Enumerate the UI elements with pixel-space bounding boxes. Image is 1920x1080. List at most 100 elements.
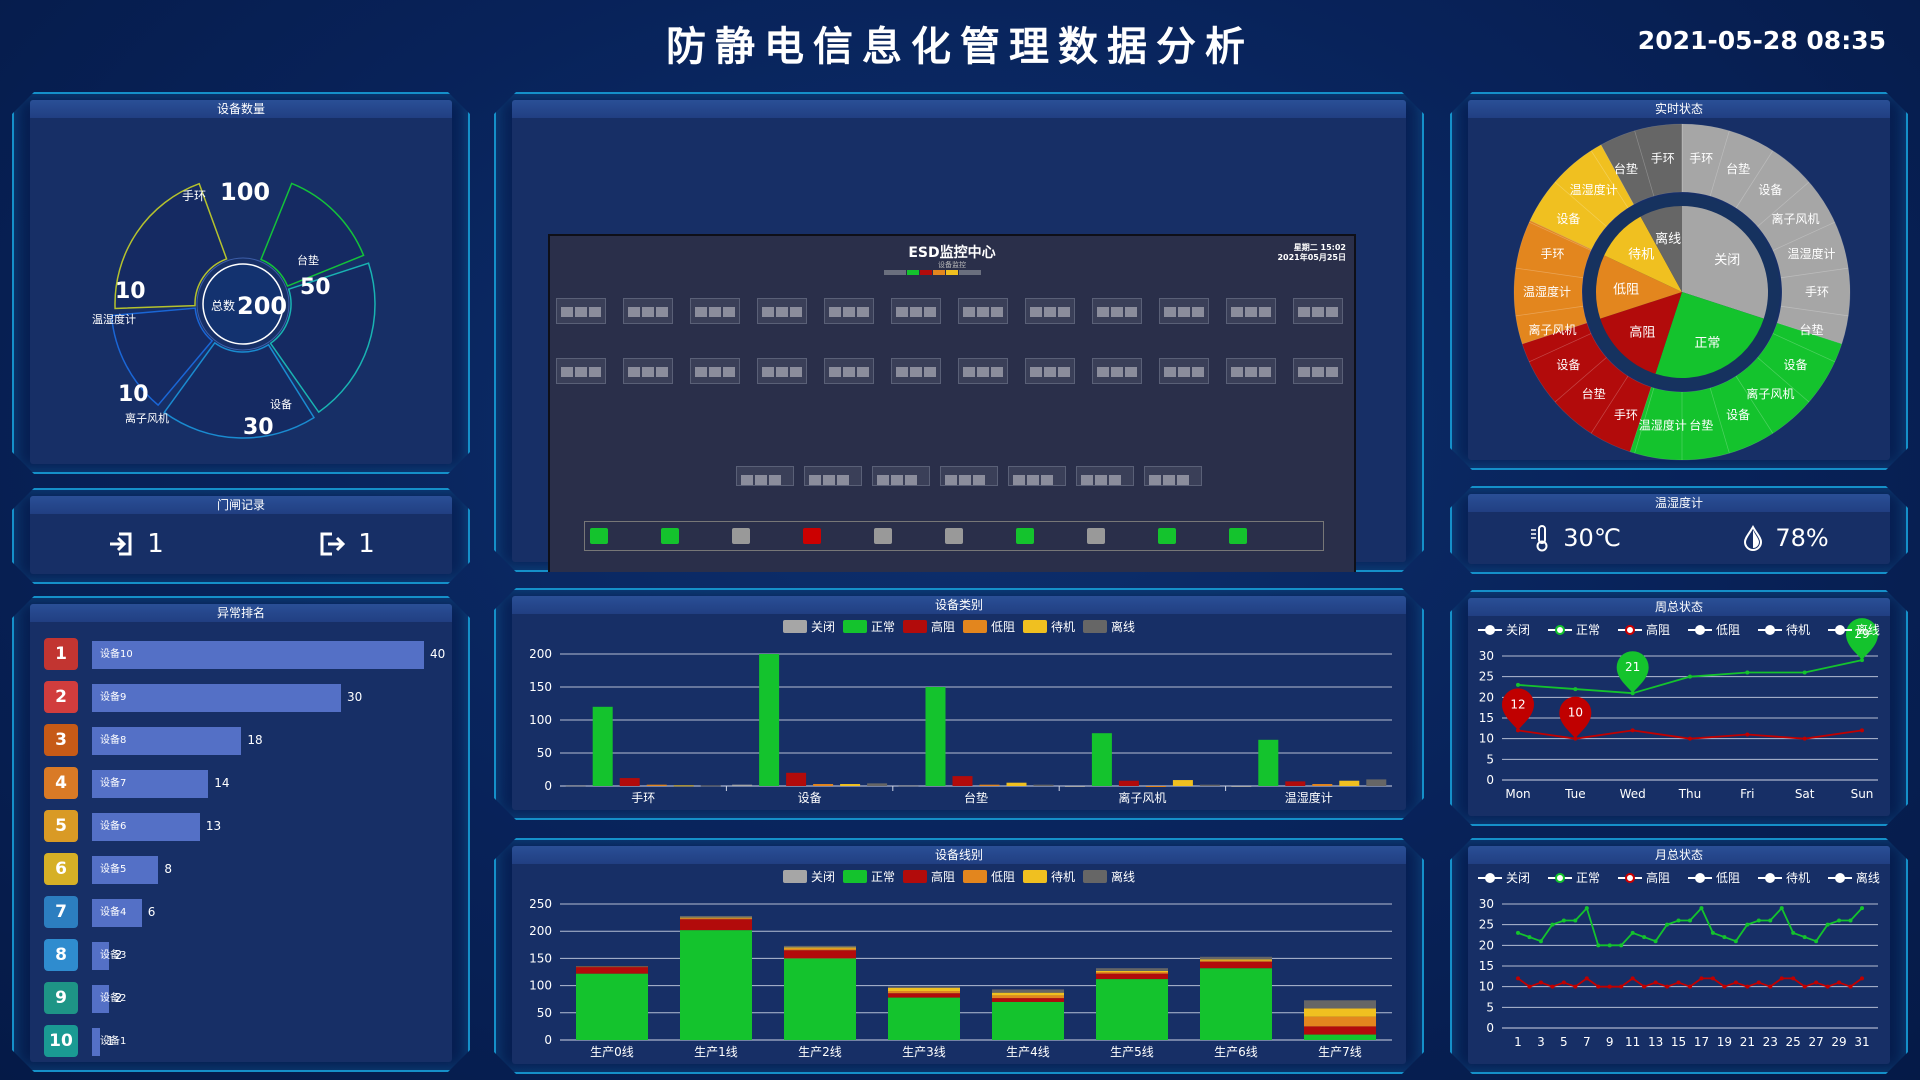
legend-label: 关闭	[810, 870, 835, 884]
outer-divider	[1635, 131, 1654, 196]
marker-pin	[1502, 688, 1534, 730]
outer-divider	[1529, 222, 1591, 250]
bar	[1119, 781, 1139, 786]
segment-value: 100	[220, 178, 270, 206]
legend-item[interactable]: 高阻	[1618, 621, 1670, 638]
stacked-bar-segment	[680, 916, 752, 918]
x-tick-label: 13	[1648, 1035, 1663, 1049]
data-point	[1527, 935, 1531, 939]
outer-divider	[1555, 182, 1606, 227]
realtime-panel: 实时状态 关闭 正常 高阻 低阻 待机 离线 手环 台垫 设备 离子风机 温湿度计 手环 台垫 设备 离子风…	[1450, 92, 1908, 470]
stacked-bar-segment	[888, 998, 960, 1040]
data-point	[1780, 976, 1784, 980]
x-tick-label: 15	[1671, 1035, 1686, 1049]
data-point	[1539, 939, 1543, 943]
outer-divider	[1736, 376, 1773, 433]
x-tick-label: 5	[1560, 1035, 1568, 1049]
monitor-device-cell	[623, 358, 673, 384]
bar	[786, 773, 806, 786]
monitor-device-cell	[1092, 358, 1142, 384]
legend-item[interactable]: 高阻	[903, 868, 955, 885]
legend-item[interactable]: 离线	[1083, 868, 1135, 885]
x-tick-label: 生产2线	[798, 1045, 842, 1059]
ranking-row: 10 设备1 1	[44, 1025, 454, 1057]
outer-label: 设备	[1556, 212, 1580, 226]
rank-bar: 设备10	[92, 641, 424, 669]
legend-item[interactable]: 待机	[1023, 868, 1075, 885]
legend-item[interactable]: 低阻	[963, 868, 1015, 885]
legend-item[interactable]: 离线	[1083, 618, 1135, 635]
legend-item[interactable]: 待机	[1758, 621, 1810, 638]
outer-label: 手环	[1540, 247, 1564, 261]
outer-segment	[1601, 124, 1682, 204]
legend-item[interactable]: 正常	[843, 618, 895, 635]
legend-item[interactable]: 高阻	[903, 618, 955, 635]
legend-item[interactable]: 低阻	[1688, 621, 1740, 638]
legend-marker	[1688, 877, 1712, 879]
outer-label: 温湿度计	[1570, 182, 1618, 197]
monthly-panel: 月总状态 关闭 正常 高阻 低阻 待机 离线 0 5 10 15 20 25 30 1 3 5 7 9 11 13 1…	[1450, 838, 1908, 1074]
data-point	[1516, 931, 1520, 935]
data-point	[1642, 985, 1646, 989]
x-tick-label: 27	[1808, 1035, 1823, 1049]
stacked-bar-segment	[784, 958, 856, 1040]
stacked-bar-segment	[680, 930, 752, 1040]
x-tick-label: 3	[1537, 1035, 1545, 1049]
outer-divider	[1758, 182, 1809, 227]
x-tick-label: Wed	[1620, 787, 1646, 801]
rank-number: 5	[44, 810, 78, 842]
monitor-date: 2021年05月25日	[1277, 253, 1346, 262]
data-point	[1837, 981, 1841, 985]
y-tick-label: 50	[537, 1006, 552, 1020]
legend-item[interactable]: 正常	[1548, 869, 1600, 886]
data-point	[1654, 981, 1658, 985]
y-tick-label: 10	[1479, 980, 1494, 994]
data-point	[1814, 981, 1818, 985]
bar	[1339, 781, 1359, 786]
legend-marker	[1548, 629, 1572, 631]
y-tick-label: 0	[1486, 773, 1494, 787]
legend-label: 关闭	[1506, 623, 1531, 637]
monitor-bottom-row	[584, 521, 1324, 551]
inner-segment	[1604, 217, 1682, 292]
legend-label: 关闭	[1506, 871, 1531, 885]
category-panel: 设备类别 关闭 正常 高阻 低阻 待机 离线 0 50 100 150 200 手环 设备 台垫 离子风机…	[494, 588, 1424, 820]
legend-item[interactable]: 正常	[1548, 621, 1600, 638]
legend-item[interactable]: 关闭	[1478, 869, 1530, 886]
monitor-device-cell	[1076, 466, 1134, 486]
data-point	[1516, 976, 1520, 980]
legend-item[interactable]: 低阻	[963, 618, 1015, 635]
data-point	[1722, 985, 1726, 989]
legend-label: 正常	[1575, 623, 1600, 637]
legend-item[interactable]: 关闭	[783, 868, 835, 885]
legend-label: 正常	[870, 870, 895, 884]
x-tick-label: 手环	[631, 791, 655, 805]
legend-item[interactable]: 关闭	[1478, 621, 1530, 638]
x-tick-label: 1	[1514, 1035, 1522, 1049]
outer-divider	[1591, 376, 1628, 433]
monitor-device-cell	[556, 298, 606, 324]
legend-item[interactable]: 正常	[843, 868, 895, 885]
legend-label: 正常	[1575, 871, 1600, 885]
bar	[759, 654, 779, 786]
legend-item[interactable]: 待机	[1758, 869, 1810, 886]
monitor-device-cell	[891, 358, 941, 384]
legend-swatch	[1083, 620, 1107, 633]
temperature-value: 30℃	[1563, 524, 1621, 552]
stacked-bar-segment	[1096, 974, 1168, 979]
x-tick-label: 生产1线	[694, 1045, 738, 1059]
legend-label: 高阻	[1645, 623, 1670, 637]
legend-swatch	[843, 620, 867, 633]
monitor-status-icon	[1158, 528, 1176, 544]
stacked-bar-segment	[576, 967, 648, 974]
bar	[1231, 786, 1251, 787]
x-tick-label: 生产4线	[1006, 1045, 1050, 1059]
gate-panel: 门闸记录 1 1	[12, 488, 470, 584]
legend-item[interactable]: 高阻	[1618, 869, 1670, 886]
legend-item[interactable]: 低阻	[1688, 869, 1740, 886]
legend-item[interactable]: 待机	[1023, 618, 1075, 635]
legend-item[interactable]: 离线	[1828, 621, 1880, 638]
legend-item[interactable]: 离线	[1828, 869, 1880, 886]
legend-item[interactable]: 关闭	[783, 618, 835, 635]
legend-swatch	[1023, 620, 1047, 633]
